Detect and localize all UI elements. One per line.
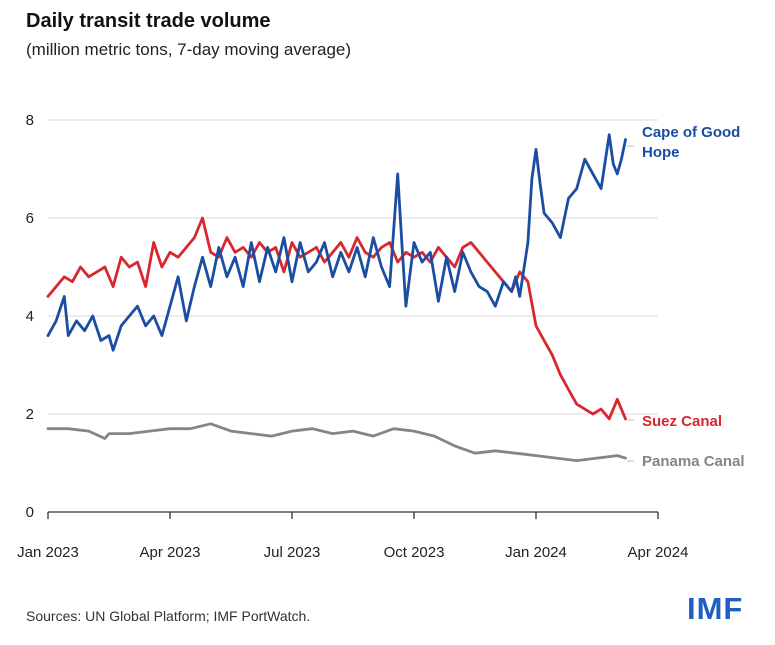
x-tick-label: Oct 2023 bbox=[384, 544, 445, 561]
x-tick-label: Jul 2023 bbox=[264, 544, 321, 561]
series-line-suez-canal bbox=[46, 216, 627, 421]
y-tick-label: 6 bbox=[26, 210, 34, 227]
x-tick-label: Apr 2024 bbox=[628, 544, 689, 561]
source-note: Sources: UN Global Platform; IMF PortWat… bbox=[26, 608, 311, 624]
imf-logo: IMF bbox=[687, 591, 744, 626]
series-line-panama-canal bbox=[46, 422, 627, 462]
y-tick-label: 8 bbox=[26, 112, 34, 129]
chart-subtitle: (million metric tons, 7-day moving avera… bbox=[26, 40, 352, 59]
x-tick-label: Jan 2024 bbox=[505, 544, 567, 561]
x-tick-label: Apr 2023 bbox=[140, 544, 201, 561]
series-label-suez-canal: Suez Canal bbox=[642, 413, 722, 430]
series-label-panama-canal: Panama Canal bbox=[642, 453, 745, 470]
y-tick-label: 2 bbox=[26, 406, 34, 423]
series-line-cape-of-good-hope bbox=[46, 133, 627, 352]
series-label-cape-of-good-hope: Hope bbox=[642, 144, 680, 161]
y-tick-label: 0 bbox=[26, 504, 34, 521]
series-label-cape-of-good-hope: Cape of Good bbox=[642, 124, 740, 141]
y-tick-label: 4 bbox=[26, 308, 34, 325]
chart-title: Daily transit trade volume bbox=[26, 10, 271, 32]
x-tick-label: Jan 2023 bbox=[17, 544, 79, 561]
